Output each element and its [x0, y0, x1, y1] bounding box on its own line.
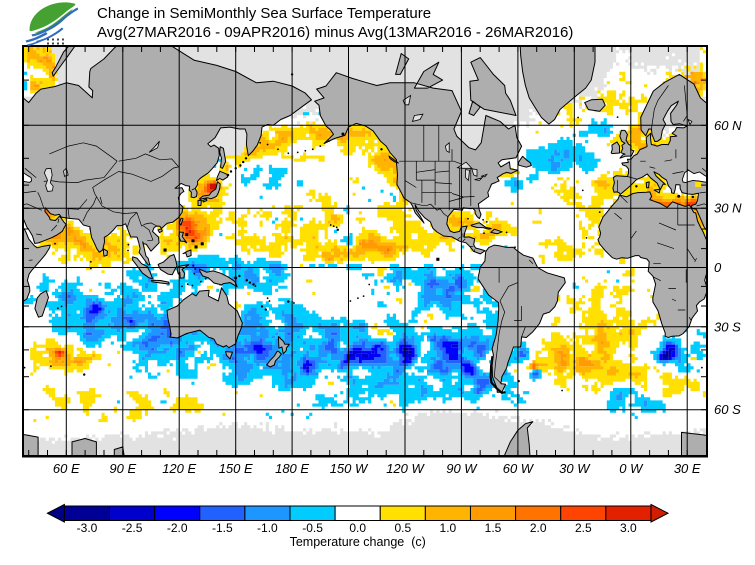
svg-text:-1.0: -1.0	[257, 521, 278, 535]
svg-text:150 E: 150 E	[219, 461, 253, 476]
svg-text:30 E: 30 E	[674, 461, 701, 476]
svg-text:-0.5: -0.5	[302, 521, 323, 535]
svg-text:0 W: 0 W	[619, 461, 644, 476]
svg-text:-2.5: -2.5	[122, 521, 143, 535]
svg-text:60 S: 60 S	[714, 402, 741, 417]
svg-text:150 W: 150 W	[330, 461, 369, 476]
svg-text:180 E: 180 E	[275, 461, 309, 476]
svg-text:30 W: 30 W	[559, 461, 591, 476]
svg-text:60 N: 60 N	[714, 118, 742, 133]
svg-text:Temperature change (c): Temperature change (c)	[290, 535, 426, 549]
svg-text:30 S: 30 S	[714, 319, 741, 334]
svg-text:0.5: 0.5	[394, 521, 411, 535]
svg-text:90 E: 90 E	[109, 461, 136, 476]
svg-text:1.5: 1.5	[485, 521, 502, 535]
svg-text:0.0: 0.0	[349, 521, 366, 535]
svg-text:30 N: 30 N	[714, 201, 742, 216]
svg-text:60 W: 60 W	[503, 461, 535, 476]
svg-text:Change in SemiMonthly Sea Surf: Change in SemiMonthly Sea Surface Temper…	[97, 5, 431, 22]
svg-text:-3.0: -3.0	[77, 521, 98, 535]
svg-text:3.0: 3.0	[620, 521, 637, 535]
svg-text:2.5: 2.5	[575, 521, 592, 535]
svg-text:-1.5: -1.5	[212, 521, 233, 535]
svg-text:120 E: 120 E	[162, 461, 196, 476]
svg-text:90 W: 90 W	[446, 461, 478, 476]
svg-text:-2.0: -2.0	[167, 521, 188, 535]
svg-text:0: 0	[714, 260, 722, 275]
svg-text:60 E: 60 E	[53, 461, 80, 476]
svg-text:Avg(27MAR2016 - 09APR2016) min: Avg(27MAR2016 - 09APR2016) minus Avg(13M…	[97, 24, 573, 41]
svg-text:1.0: 1.0	[440, 521, 457, 535]
svg-text:120 W: 120 W	[386, 461, 425, 476]
svg-text:2.0: 2.0	[530, 521, 547, 535]
